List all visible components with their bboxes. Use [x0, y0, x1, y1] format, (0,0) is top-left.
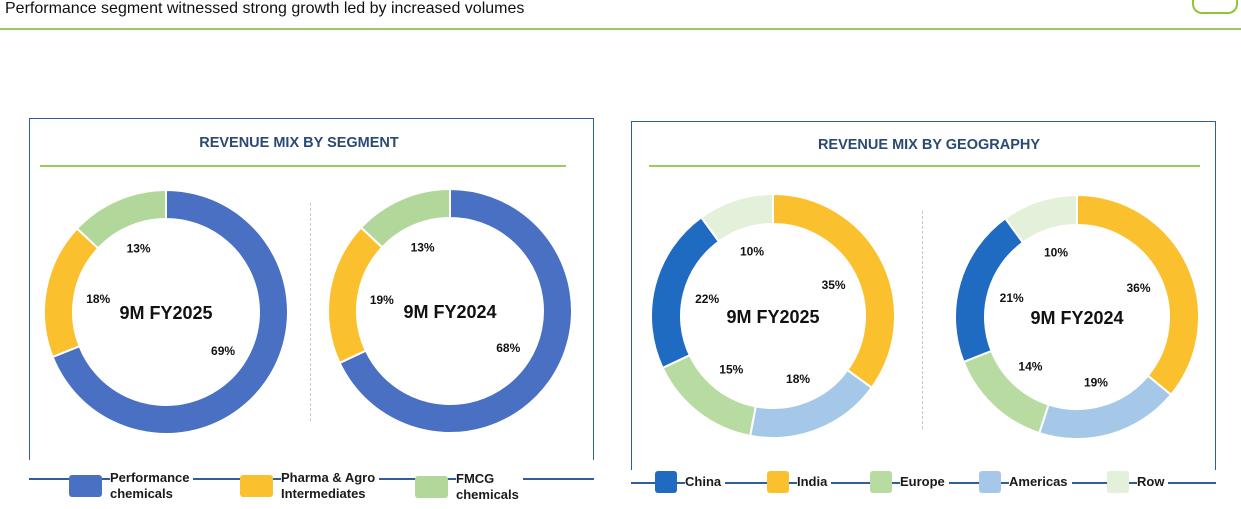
- legend-label-americas: Americas: [1009, 474, 1072, 490]
- donut-label-row: 10%: [740, 244, 764, 258]
- donut-center-label: 9M FY2024: [1030, 308, 1123, 328]
- legend-swatch-row: [1107, 471, 1129, 493]
- donut-label-fmcg-chemicals: 13%: [127, 242, 151, 256]
- legend-swatch-performance: [69, 475, 102, 497]
- donut-label-china: 22%: [695, 292, 719, 306]
- donut-label-china: 21%: [1000, 291, 1024, 305]
- geography-panel-title: REVENUE MIX BY GEOGRAPHY: [817, 137, 1041, 153]
- donut-label-pharma-agro-intermediates: 18%: [86, 292, 110, 306]
- segment-panel-title: REVENUE MIX BY SEGMENT: [199, 135, 399, 151]
- company-logo: Science: [1192, 0, 1238, 14]
- legend-label-europe: Europe: [900, 474, 949, 490]
- legend-item-pharma: Pharma & Agro Intermediates: [240, 470, 380, 502]
- legend-item-india: India: [767, 471, 832, 493]
- legend-item-row: Row: [1107, 471, 1169, 493]
- legend-label-india: India: [797, 474, 832, 490]
- donut-slice-row: [1003, 193, 1078, 244]
- legend-label-performance: Performance chemicals: [110, 470, 194, 502]
- legend-swatch-pharma: [240, 475, 273, 497]
- legend-label-china: China: [685, 474, 726, 490]
- donut-label-india: 36%: [1127, 281, 1151, 295]
- slide-title: Performance segment witnessed strong gro…: [5, 0, 525, 17]
- legend-item-europe: Europe: [870, 471, 949, 493]
- donut-slice-row: [699, 192, 774, 243]
- donut-label-americas: 19%: [1084, 375, 1108, 389]
- legend-swatch-americas: [979, 471, 1001, 493]
- legend-swatch-china: [655, 471, 677, 493]
- donut-label-europe: 14%: [1018, 360, 1042, 374]
- donut-slice-performance-chemicals: [338, 187, 573, 434]
- donut-label-europe: 15%: [719, 363, 743, 377]
- legend-label-fmcg: FMCG chemicals: [456, 471, 523, 503]
- donut-label-performance-chemicals: 69%: [211, 344, 235, 358]
- donut-label-fmcg-chemicals: 13%: [411, 241, 435, 255]
- geography-panel-rule: [649, 165, 1200, 167]
- legend-swatch-india: [767, 471, 789, 493]
- legend-label-row: Row: [1137, 474, 1169, 490]
- legend-label-pharma: Pharma & Agro Intermediates: [281, 470, 380, 502]
- legend-item-china: China: [655, 471, 726, 493]
- legend-swatch-fmcg: [415, 476, 448, 498]
- legend-swatch-europe: [870, 471, 892, 493]
- legend-item-performance: Performance chemicals: [69, 470, 194, 502]
- donut-slice-fmcg-chemicals: [359, 187, 451, 249]
- geography-divider: [922, 211, 923, 429]
- donut-label-pharma-agro-intermediates: 19%: [370, 293, 394, 307]
- donut-label-performance-chemicals: 68%: [496, 341, 520, 355]
- donut-center-label: 9M FY2025: [119, 303, 212, 323]
- donut-label-americas: 18%: [786, 372, 810, 386]
- donut-center-label: 9M FY2024: [403, 302, 496, 322]
- segment-divider: [310, 203, 311, 421]
- legend-item-fmcg: FMCG chemicals: [415, 471, 523, 503]
- segment-panel-rule: [40, 165, 566, 167]
- legend-item-americas: Americas: [979, 471, 1072, 493]
- donut-label-india: 35%: [822, 278, 846, 292]
- title-rule: [0, 28, 1241, 30]
- donut-center-label: 9M FY2025: [726, 307, 819, 327]
- donut-slice-fmcg-chemicals: [75, 188, 167, 250]
- donut-label-row: 10%: [1044, 245, 1068, 259]
- donut-slice-performance-chemicals: [51, 188, 289, 435]
